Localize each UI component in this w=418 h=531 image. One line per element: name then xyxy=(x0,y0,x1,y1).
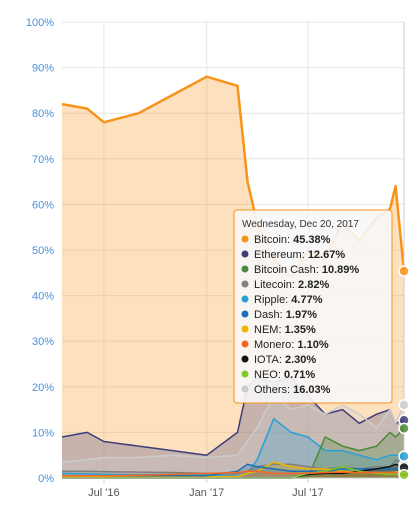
tooltip-series-value: 45.38% xyxy=(293,234,331,246)
tooltip-series-name: Others: xyxy=(254,384,293,396)
y-tick-label: 40% xyxy=(32,291,54,303)
tooltip-entry: Others: 16.03% xyxy=(254,384,331,396)
y-tick-label: 20% xyxy=(32,382,54,394)
tooltip-entry: IOTA: 2.30% xyxy=(254,354,316,366)
series-line-monero xyxy=(62,470,404,477)
y-tick-label: 70% xyxy=(32,154,54,166)
tooltip-swatch xyxy=(241,325,249,333)
tooltip-entry: Ethereum: 12.67% xyxy=(254,249,345,261)
tooltip-series-name: Dash: xyxy=(254,309,286,321)
tooltip-swatch xyxy=(241,385,249,393)
area-ripple xyxy=(62,418,404,478)
marker-layer xyxy=(398,22,410,481)
tooltip-series-value: 1.10% xyxy=(297,339,328,351)
tooltip-series-name: Litecoin: xyxy=(254,279,298,291)
tooltip-series-value: 2.82% xyxy=(298,279,329,291)
tooltip-entry: Litecoin: 2.82% xyxy=(254,279,329,291)
tooltip-series-name: Bitcoin: xyxy=(254,234,293,246)
y-tick-label: 0% xyxy=(38,473,54,485)
tooltip-series-value: 0.71% xyxy=(284,369,315,381)
y-tick-label: 100% xyxy=(26,17,54,29)
y-tick-label: 10% xyxy=(32,427,54,439)
tooltip-series-name: Ripple: xyxy=(254,294,291,306)
area-bitcoin-cash xyxy=(62,428,404,478)
area-iota xyxy=(62,464,404,478)
tooltip-swatch xyxy=(241,250,249,258)
y-tick-label: 90% xyxy=(32,63,54,75)
y-tick-label: 60% xyxy=(32,199,54,211)
tooltip-swatch xyxy=(241,280,249,288)
y-tick-label: 50% xyxy=(32,245,54,257)
point-bitcoin-cash xyxy=(398,422,410,435)
y-tick-label: 30% xyxy=(32,336,54,348)
tooltip-swatch xyxy=(241,310,249,318)
point-neo xyxy=(398,469,410,481)
tooltip-entry: NEM: 1.35% xyxy=(254,324,316,336)
tooltip-swatch xyxy=(241,235,249,243)
tooltip-series-value: 10.89% xyxy=(322,264,360,276)
tooltip-swatch xyxy=(241,370,249,378)
x-tick-label: Jul '16 xyxy=(88,487,119,499)
tooltip-series-name: IOTA: xyxy=(254,354,285,366)
tooltip-entry: Monero: 1.10% xyxy=(254,339,329,351)
tooltip: Wednesday, Dec 20, 2017 Bitcoin: 45.38% Et… xyxy=(233,209,393,404)
tooltip-series-name: NEO: xyxy=(254,369,284,381)
tooltip-entry: Bitcoin Cash: 10.89% xyxy=(254,264,359,276)
tooltip-series-name: NEM: xyxy=(254,324,285,336)
tooltip-swatch xyxy=(241,265,249,273)
tooltip-series-value: 16.03% xyxy=(293,384,331,396)
tooltip-series-value: 1.35% xyxy=(285,324,316,336)
tooltip-swatch xyxy=(241,355,249,363)
tooltip-date: Wednesday, Dec 20, 2017 xyxy=(242,219,359,230)
y-tick-label: 80% xyxy=(32,108,54,120)
tooltip-box xyxy=(233,209,393,404)
tooltip-swatch xyxy=(241,295,249,303)
tooltip-series-name: Bitcoin Cash: xyxy=(254,264,322,276)
x-tick-label: Jan '17 xyxy=(189,487,224,499)
tooltip-entry: NEO: 0.71% xyxy=(254,369,315,381)
tooltip-series-value: 12.67% xyxy=(308,249,346,261)
point-ripple xyxy=(398,450,410,462)
series-line-litecoin xyxy=(62,459,405,475)
tooltip-series-name: Ethereum: xyxy=(254,249,308,261)
tooltip-swatch xyxy=(241,340,249,348)
tooltip-series-value: 1.97% xyxy=(286,309,317,321)
tooltip-entry: Dash: 1.97% xyxy=(254,309,317,321)
point-bitcoin xyxy=(398,265,410,277)
tooltip-entry: Bitcoin: 45.38% xyxy=(254,234,331,246)
axis-layer: 0% 10% 20% 30% 40% 50% 60% 70% 80% 90% 100% Jul '16… xyxy=(26,17,404,499)
area-neo xyxy=(62,466,404,478)
x-tick-label: Jul '17 xyxy=(292,487,323,499)
area-dash xyxy=(62,464,404,478)
tooltip-series-value: 2.30% xyxy=(285,354,316,366)
tooltip-entry: Ripple: 4.77% xyxy=(254,294,323,306)
tooltip-series-name: Monero: xyxy=(254,339,297,351)
point-others xyxy=(398,399,410,411)
tooltip-series-value: 4.77% xyxy=(291,294,322,306)
